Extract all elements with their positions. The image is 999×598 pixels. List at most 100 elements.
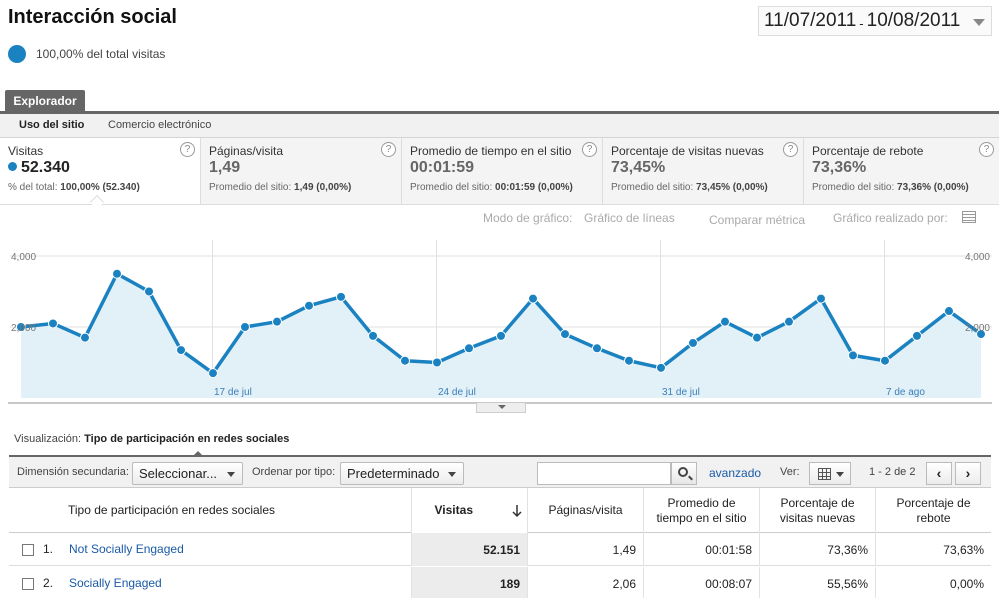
sort-type-label: Ordenar por tipo:: [252, 466, 336, 478]
data-point[interactable]: [560, 329, 570, 340]
data-point[interactable]: [80, 332, 90, 343]
view-select[interactable]: [809, 462, 851, 485]
help-icon[interactable]: ?: [180, 142, 195, 157]
data-point[interactable]: [944, 306, 954, 317]
data-point[interactable]: [976, 329, 986, 340]
cell-pages: 2,06: [527, 567, 643, 598]
search-button[interactable]: [671, 462, 697, 485]
data-point[interactable]: [464, 343, 474, 354]
next-page-button[interactable]: ›: [955, 462, 981, 485]
data-point[interactable]: [432, 357, 442, 368]
metric-new-visits[interactable]: Porcentaje de visitas nuevas 73,45% Prom…: [603, 138, 804, 204]
data-point[interactable]: [400, 355, 410, 366]
help-icon[interactable]: ?: [381, 142, 396, 157]
data-point[interactable]: [496, 330, 506, 341]
row-checkbox[interactable]: [22, 578, 34, 590]
metric-value: 52.340: [21, 159, 70, 176]
metric-value: 73,36%: [812, 159, 867, 176]
help-icon[interactable]: ?: [979, 142, 994, 157]
data-point[interactable]: [112, 268, 122, 279]
help-icon[interactable]: ?: [582, 142, 597, 157]
data-point[interactable]: [144, 286, 154, 297]
table-search-input[interactable]: [537, 462, 671, 485]
metric-label: Páginas/visita: [209, 144, 284, 158]
x-tick-label: 24 de jul: [438, 387, 476, 398]
chart-made-by-label: Gráfico realizado por:: [833, 211, 948, 225]
secondary-dimension-label: Dimensión secundaria:: [17, 466, 129, 478]
data-point[interactable]: [656, 362, 666, 373]
metric-avg-time[interactable]: Promedio de tiempo en el sitio 00:01:59 …: [402, 138, 603, 204]
metric-label: Porcentaje de visitas nuevas: [611, 144, 764, 158]
metrics-bar: Visitas 52.340 % del total: 100,00% (52.…: [0, 138, 999, 205]
date-range-picker[interactable]: 11/07/2011 - 10/08/2011: [758, 6, 992, 36]
cell-visits: 189: [411, 567, 527, 598]
column-header-visits[interactable]: Visitas: [411, 488, 527, 533]
date-separator: -: [859, 15, 864, 31]
data-point[interactable]: [688, 337, 698, 348]
visualization-notch: [193, 451, 203, 456]
chart-mode-line[interactable]: Gráfico de líneas: [584, 211, 675, 225]
metric-sub-label: % del total:: [8, 182, 61, 193]
data-point[interactable]: [784, 316, 794, 327]
data-point[interactable]: [752, 332, 762, 343]
table-header: Tipo de participación en redes sociales …: [9, 488, 991, 533]
sort-type-value: Predeterminado: [347, 466, 440, 481]
x-tick-label: 7 de ago: [886, 387, 925, 398]
data-point[interactable]: [368, 330, 378, 341]
sort-type-select[interactable]: Predeterminado: [340, 462, 464, 485]
data-point[interactable]: [48, 318, 58, 329]
data-point[interactable]: [240, 322, 250, 332]
data-point[interactable]: [336, 291, 346, 302]
data-point[interactable]: [272, 316, 282, 327]
column-header-bounce[interactable]: Porcentaje de rebote: [875, 488, 991, 533]
column-header-dimension[interactable]: Tipo de participación en redes sociales: [68, 503, 276, 517]
help-icon[interactable]: ?: [783, 142, 798, 157]
pie-chart-icon: [8, 45, 26, 63]
data-point[interactable]: [208, 368, 218, 379]
visualization-value[interactable]: Tipo de participación en redes sociales: [84, 433, 290, 445]
data-point[interactable]: [592, 343, 602, 354]
secondary-dimension-select[interactable]: Seleccionar...: [132, 462, 243, 485]
dimension-link[interactable]: Not Socially Engaged: [69, 542, 184, 556]
metric-sub-label: Promedio del sitio:: [611, 182, 697, 193]
visits-chart: 4,000 2,000 4,000 2,000 17 de jul 24 de jul 31…: [10, 240, 992, 398]
data-point[interactable]: [624, 355, 634, 366]
dimension-link[interactable]: Socially Engaged: [69, 576, 162, 590]
tab-explorer[interactable]: Explorador: [5, 90, 85, 111]
cell-new-visits: 73,36%: [759, 533, 875, 566]
data-point[interactable]: [528, 293, 538, 304]
date-end: 10/08/2011: [866, 10, 961, 31]
chart-resize-handle[interactable]: [476, 403, 526, 413]
column-header-pages[interactable]: Páginas/visita: [527, 488, 643, 533]
segment-indicator[interactable]: 100,00% del total visitas: [8, 45, 165, 63]
data-point[interactable]: [848, 350, 858, 361]
compare-metric-link[interactable]: Comparar métrica: [709, 213, 806, 227]
metric-pages-per-visit[interactable]: Páginas/visita 1,49 Promedio del sitio: …: [201, 138, 402, 204]
chart-granularity-icon[interactable]: [962, 211, 976, 223]
metric-label: Promedio de tiempo en el sitio: [410, 144, 572, 158]
row-checkbox[interactable]: [22, 544, 34, 556]
x-tick-label: 17 de jul: [214, 387, 252, 398]
data-point[interactable]: [880, 355, 890, 366]
tab-divider: [0, 111, 999, 114]
column-header-new-visits[interactable]: Porcentaje de visitas nuevas: [759, 488, 875, 533]
prev-page-button[interactable]: ‹: [926, 462, 952, 485]
subtab-site-usage[interactable]: Uso del sitio: [19, 119, 85, 131]
cell-bounce: 73,63%: [875, 533, 991, 566]
data-point[interactable]: [720, 316, 730, 327]
column-header-time[interactable]: Promedio de tiempo en el sitio: [643, 488, 759, 533]
data-point[interactable]: [912, 330, 922, 341]
metric-visits[interactable]: Visitas 52.340 % del total: 100,00% (52.…: [0, 138, 201, 204]
row-number: 2.: [43, 576, 54, 590]
data-point[interactable]: [816, 293, 826, 304]
metric-bounce-rate[interactable]: Porcentaje de rebote 73,36% Promedio del…: [804, 138, 999, 204]
subtab-ecommerce[interactable]: Comercio electrónico: [108, 119, 212, 131]
metric-sub-label: Promedio del sitio:: [812, 182, 898, 193]
data-point[interactable]: [304, 300, 314, 311]
metric-label: Porcentaje de rebote: [812, 144, 924, 158]
advanced-filter-link[interactable]: avanzado: [709, 466, 762, 480]
column-header-label: Visitas: [434, 503, 473, 517]
data-point[interactable]: [176, 345, 186, 356]
data-point[interactable]: [16, 322, 26, 332]
y-tick-label-right: 2,000: [965, 323, 990, 334]
